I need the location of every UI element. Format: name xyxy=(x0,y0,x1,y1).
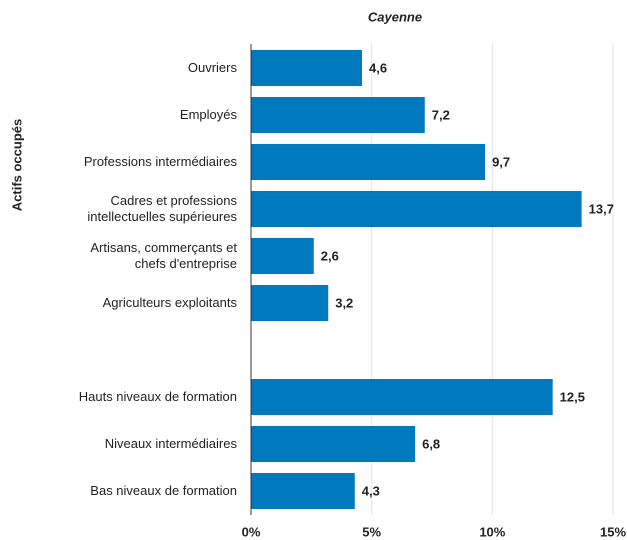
y-tick-label: Cadres et professions intellectuelles su… xyxy=(87,193,237,224)
value-label: 3,2 xyxy=(335,295,353,310)
y-tick-label: Artisans, commerçants et chefs d'entrepr… xyxy=(90,240,237,271)
x-tick-label: 10% xyxy=(479,524,505,539)
y-tick-label: Employés xyxy=(179,107,237,122)
bar xyxy=(251,473,355,509)
value-label: 4,3 xyxy=(362,483,380,498)
y-tick-label: Niveaux intermédiaires xyxy=(104,436,237,451)
x-tick-label: 5% xyxy=(362,524,381,539)
bar xyxy=(251,285,329,321)
chart-title: Cayenne xyxy=(368,9,422,24)
bar xyxy=(251,426,416,462)
x-tick-label: 15% xyxy=(600,524,626,539)
y-tick-label: Bas niveaux de formation xyxy=(90,483,237,498)
bar xyxy=(251,97,425,133)
value-label: 13,7 xyxy=(589,201,614,216)
value-label: 7,2 xyxy=(432,107,450,122)
bar xyxy=(251,144,486,180)
value-label: 6,8 xyxy=(422,436,440,451)
bar xyxy=(251,191,582,227)
y-tick-label: Professions intermédiaires xyxy=(83,154,237,169)
value-label: 4,6 xyxy=(369,60,387,75)
y-tick-label: Ouvriers xyxy=(187,60,237,75)
bar xyxy=(251,238,314,274)
value-label: 9,7 xyxy=(492,154,510,169)
y-tick-label: Hauts niveaux de formation xyxy=(78,389,237,404)
value-label: 12,5 xyxy=(560,389,585,404)
y-axis-label: Actifs occupés xyxy=(9,119,24,211)
x-tick-label: 0% xyxy=(242,524,261,539)
y-tick-label: Agriculteurs exploitants xyxy=(102,295,237,310)
bar xyxy=(251,379,553,415)
value-label: 2,6 xyxy=(321,248,339,263)
bar xyxy=(251,50,363,86)
